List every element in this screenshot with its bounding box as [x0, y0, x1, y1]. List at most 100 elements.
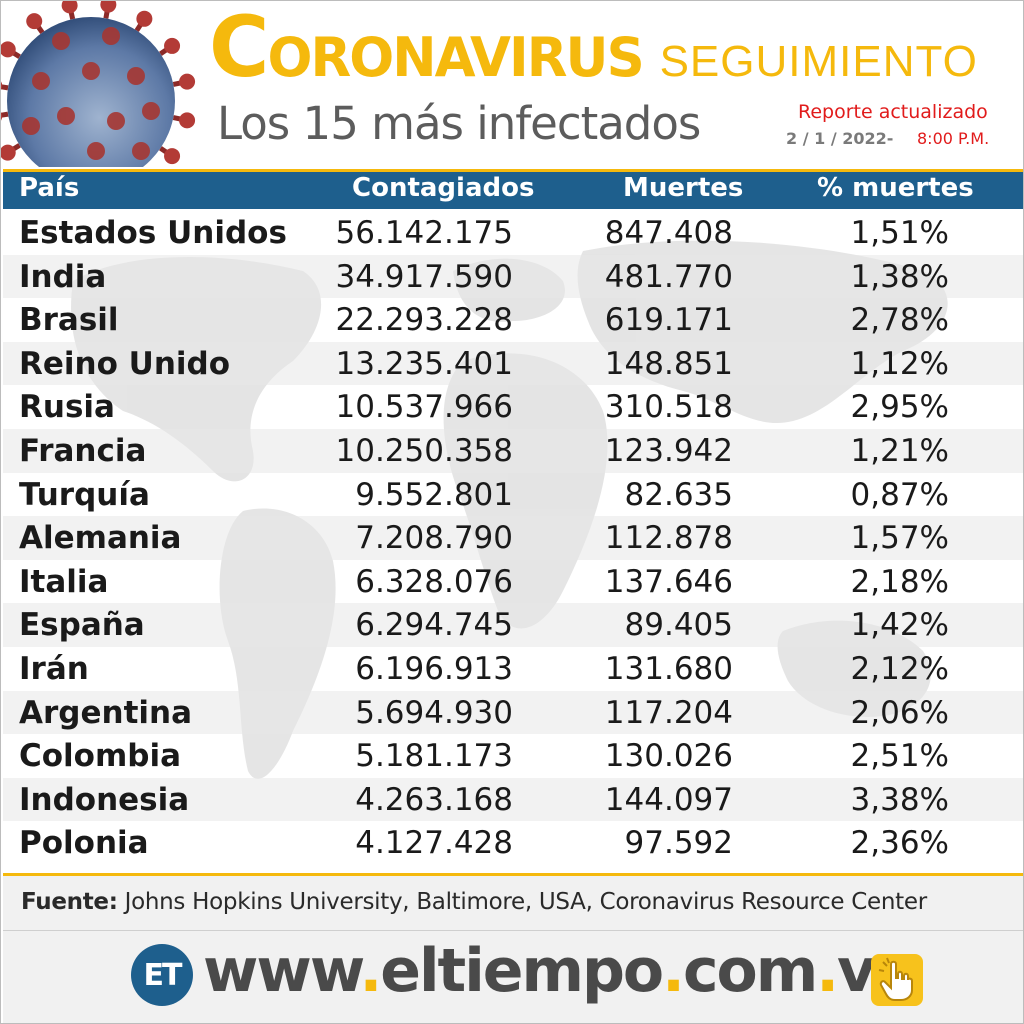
country-cell: Francia — [19, 433, 147, 469]
url-dot: . — [662, 936, 685, 1006]
table-row: Irán 6.196.913 131.680 2,12% — [3, 647, 1023, 691]
deaths-cell: 137.646 — [604, 563, 733, 600]
url-part: com — [682, 936, 818, 1006]
infected-cell: 6.328.076 — [355, 563, 513, 600]
subtitle: Los 15 más infectados — [217, 97, 701, 150]
country-cell: Colombia — [19, 738, 182, 775]
infected-cell: 5.181.173 — [355, 738, 513, 775]
infected-cell: 7.208.790 — [355, 520, 513, 557]
country-cell: Alemania — [19, 520, 182, 557]
percent-cell: 1,42% — [850, 607, 949, 644]
pointing-hand-icon — [871, 954, 923, 1006]
country-cell: Polonia — [19, 825, 149, 862]
header: CORONAVIRUS SEGUIMIENTO Los 15 más infect… — [1, 0, 1023, 169]
url-dot: . — [816, 936, 839, 1006]
column-header-deaths: Muertes — [623, 173, 744, 203]
percent-cell: 1,51% — [850, 215, 949, 251]
table-row: Italia 6.328.076 137.646 2,18% — [3, 560, 1023, 604]
deaths-cell: 117.204 — [604, 694, 733, 731]
infected-cell: 13.235.401 — [335, 345, 514, 382]
percent-cell: 2,95% — [850, 389, 949, 426]
infected-cell: 6.294.745 — [355, 607, 513, 644]
deaths-cell: 130.026 — [604, 738, 733, 775]
deaths-cell: 123.942 — [604, 433, 733, 469]
table-row: Rusia 10.537.966 310.518 2,95% — [3, 385, 1023, 429]
table-row: Indonesia 4.263.168 144.097 3,38% — [3, 777, 1023, 822]
infected-cell: 6.196.913 — [355, 651, 513, 687]
title-main: CORONAVIRUS — [209, 0, 645, 96]
table-row: Alemania 7.208.790 112.878 1,57% — [3, 516, 1023, 560]
country-cell: Reino Unido — [19, 345, 231, 382]
source-label: Fuente: — [21, 889, 118, 915]
coronavirus-illustration — [1, 1, 196, 167]
country-cell: India — [19, 258, 107, 295]
percent-cell: 2,18% — [850, 563, 949, 600]
source-text: Johns Hopkins University, Baltimore, USA… — [117, 889, 928, 915]
country-cell: Argentina — [19, 694, 192, 731]
table-row: España 6.294.745 89.405 1,42% — [3, 603, 1023, 647]
table-row: Argentina 5.694.930 117.204 2,06% — [3, 690, 1023, 735]
percent-cell: 3,38% — [850, 781, 949, 818]
table-row: Colombia 5.181.173 130.026 2,51% — [3, 734, 1023, 778]
percent-cell: 2,06% — [850, 694, 949, 731]
deaths-cell: 847.408 — [604, 215, 733, 251]
source-note: Fuente: Johns Hopkins University, Baltim… — [21, 889, 927, 915]
country-cell: Italia — [19, 563, 109, 600]
table-body: Estados Unidos 56.142.175 847.408 1,51% Indi… — [3, 211, 1023, 873]
url-dot: . — [359, 936, 382, 1006]
deaths-cell: 619.171 — [604, 302, 733, 339]
percent-cell: 1,12% — [850, 345, 949, 382]
deaths-cell: 310.518 — [604, 389, 733, 426]
column-header-percent: % muertes — [817, 173, 974, 203]
report-time: 8:00 P.M. — [917, 129, 990, 148]
percent-cell: 0,87% — [850, 476, 949, 513]
deaths-cell: 89.405 — [624, 607, 733, 644]
country-cell: España — [19, 607, 145, 644]
infected-cell: 22.293.228 — [335, 302, 514, 339]
report-date: 2 / 1 / 2022- — [786, 129, 894, 148]
infected-cell: 5.694.930 — [355, 694, 513, 731]
column-header-country: País — [19, 173, 80, 203]
table-row: India 34.917.590 481.770 1,38% — [3, 254, 1023, 299]
infected-cell: 56.142.175 — [335, 215, 514, 251]
deaths-cell: 97.592 — [624, 825, 733, 862]
deaths-cell: 82.635 — [624, 476, 733, 513]
table-row: Estados Unidos 56.142.175 847.408 1,51% — [3, 211, 1023, 255]
footer: Fuente: Johns Hopkins University, Baltim… — [3, 876, 1023, 1023]
divider — [3, 873, 1023, 876]
country-cell: Brasil — [19, 302, 119, 339]
website-url[interactable]: www.eltiempo.com.ve — [203, 936, 915, 1006]
table-row: Reino Unido 13.235.401 148.851 1,12% — [3, 341, 1023, 386]
infected-cell: 4.127.428 — [355, 825, 513, 862]
percent-cell: 2,51% — [850, 738, 949, 775]
country-cell: Irán — [19, 651, 89, 687]
deaths-cell: 148.851 — [604, 345, 733, 382]
table-row: Turquía 9.552.801 82.635 0,87% — [3, 473, 1023, 517]
deaths-cell: 131.680 — [604, 651, 733, 687]
percent-cell: 2,36% — [850, 825, 949, 862]
country-cell: Indonesia — [19, 781, 190, 818]
table-row: Brasil 22.293.228 619.171 2,78% — [3, 298, 1023, 342]
url-part: eltiempo — [380, 936, 664, 1006]
table-row: Polonia 4.127.428 97.592 2,36% — [3, 821, 1023, 865]
url-part: www — [203, 936, 361, 1006]
report-label: Reporte actualizado — [798, 101, 988, 123]
percent-cell: 1,38% — [850, 258, 949, 295]
percent-cell: 2,12% — [850, 651, 949, 687]
infected-cell: 9.552.801 — [355, 476, 513, 513]
divider — [3, 930, 1023, 931]
table-header: País Contagiados Muertes % muertes — [3, 169, 1023, 209]
title: CORONAVIRUS SEGUIMIENTO — [209, 0, 978, 96]
percent-cell: 2,78% — [850, 302, 949, 339]
infected-cell: 10.250.358 — [335, 433, 514, 469]
column-header-infected: Contagiados — [352, 173, 535, 203]
deaths-cell: 481.770 — [604, 258, 733, 295]
country-cell: Estados Unidos — [19, 215, 287, 251]
infected-cell: 4.263.168 — [355, 781, 513, 818]
title-sub: SEGUIMIENTO — [659, 37, 978, 86]
et-logo: ET — [131, 944, 193, 1006]
percent-cell: 1,21% — [850, 433, 949, 469]
deaths-cell: 112.878 — [604, 520, 733, 557]
country-cell: Turquía — [19, 476, 150, 513]
